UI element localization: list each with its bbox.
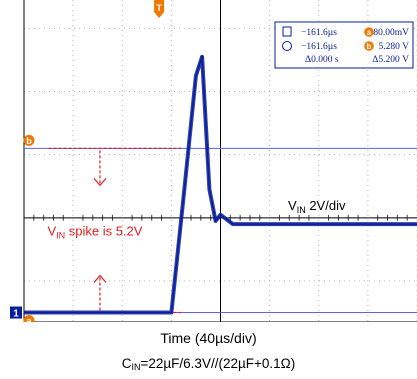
readout-value-1: 80.00mV [373, 28, 409, 38]
cursor-a-marker [23, 315, 35, 322]
readout-frame [274, 21, 414, 69]
cin-caption-rest: =22µF/6.3V//(22µF+0.1Ω) [140, 356, 296, 371]
channel-1-marker [10, 306, 22, 319]
spike-annotation: VIN spike is 5.2V [47, 147, 182, 314]
cursor-b-marker-label: b [26, 136, 32, 146]
readout-delta-value: Δ5.200 V [372, 55, 409, 65]
cursor-a-marker-label: a [26, 316, 32, 322]
x-axis-caption: Time (40µs/div) [160, 330, 257, 346]
annotation-arrowhead-up [93, 274, 107, 283]
channel-markers: b a 1 T [10, 0, 165, 322]
vin-trace [24, 56, 417, 314]
readout-delta-time: Δ0.000 s [305, 55, 339, 65]
cursor-readout-box: −161.6µs a 80.00mV −161.6µs b 5.280 V Δ0.000 s… [274, 21, 414, 69]
trace-label: VIN 2V/div [288, 198, 346, 215]
trigger-label: T [156, 3, 162, 13]
readout-circle-icon [282, 41, 292, 51]
readout-time-1: −161.6µs [301, 28, 337, 38]
readout-time-2: −161.6µs [301, 42, 337, 52]
trigger-marker [154, 0, 165, 18]
cin-caption-main: C [121, 356, 132, 371]
readout-value-2: 5.280 V [379, 42, 410, 52]
plot-grid [23, 0, 417, 322]
readout-badge-label-b: b [367, 42, 372, 51]
vin-peak-point [200, 55, 204, 59]
readout-badge-b [364, 41, 374, 51]
cursor-b-marker [23, 134, 35, 146]
cin-caption: CIN=22µF/6.3V//(22µF+0.1Ω) [0, 356, 417, 372]
readout-badge-label-a: a [367, 28, 372, 37]
trace-label-text: VIN 2V/div [288, 198, 346, 215]
readout-badge-a [364, 27, 374, 37]
annotation-text: VIN spike is 5.2V [47, 223, 142, 240]
annotation-arrowhead-down [93, 177, 107, 187]
channel-1-label: 1 [13, 309, 19, 320]
cin-caption-sub: IN [131, 362, 141, 372]
readout-square-icon [282, 26, 292, 37]
trace-group [24, 54, 417, 315]
